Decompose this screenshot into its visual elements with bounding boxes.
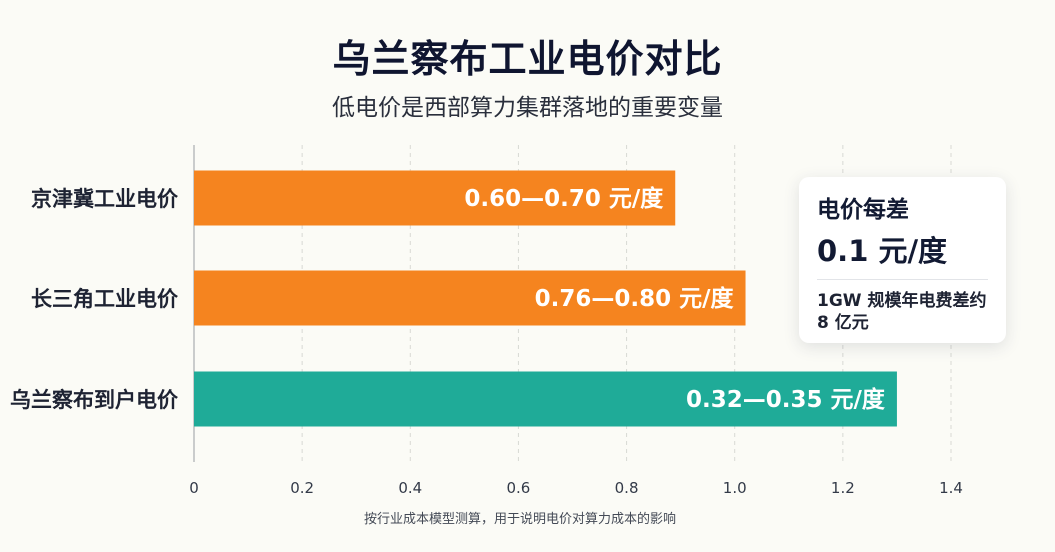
category-label: 京津冀工业电价 [31,187,179,211]
x-tick-label: 1.0 [723,479,747,497]
footnote: 按行业成本模型测算，用于说明电价对算力成本的影响 [363,512,676,527]
x-tick-label: 0.8 [615,479,639,497]
bar-value-label: 0.60—0.70 元/度 [464,185,664,212]
x-tick-label: 0.6 [506,479,530,497]
category-label: 长三角工业电价 [31,287,179,311]
category-label: 乌兰察布到户电价 [10,388,179,412]
callout-note-line1: 1GW 规模年电费差约 [817,291,987,311]
callout-card: 电价每差 0.1 元/度 1GW 规模年电费差约 8 亿元 [799,177,1006,343]
bar [194,170,676,226]
x-tick-label: 0.4 [398,479,422,497]
x-tick-label: 1.2 [831,479,855,497]
x-tick-label: 0 [189,479,199,497]
x-tick-label: 0.2 [290,479,314,497]
callout-value: 0.1 元/度 [817,234,948,268]
bar-value-label: 0.76—0.80 元/度 [535,285,735,312]
bar [194,270,746,326]
bar [194,371,897,427]
bar-value-label: 0.32—0.35 元/度 [686,386,886,413]
x-tick-label: 1.4 [939,479,963,497]
chart-subtitle: 低电价是西部算力集群落地的重要变量 [332,95,723,121]
callout-heading: 电价每差 [817,197,909,223]
callout-note-line2: 8 亿元 [817,313,869,333]
chart-title: 乌兰察布工业电价对比 [332,37,723,81]
callout-divider [817,279,988,280]
